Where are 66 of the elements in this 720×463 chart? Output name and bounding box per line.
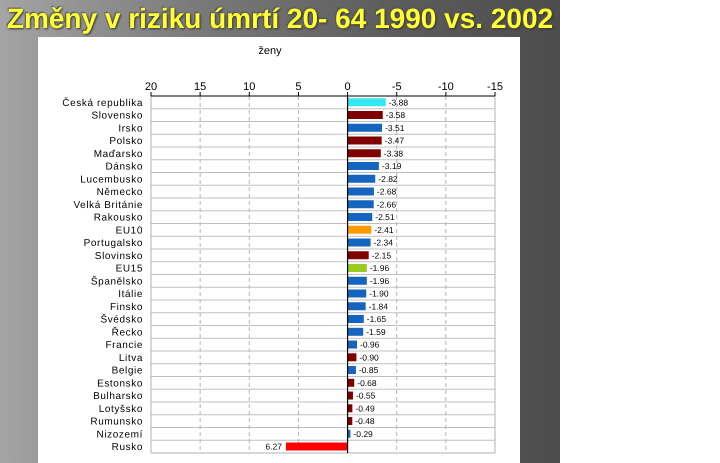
data-label: -2.34 <box>374 238 394 248</box>
y-tick-label: Lotyšsko <box>98 404 143 415</box>
y-tick-label: Litva <box>118 352 143 364</box>
y-tick-label: Slovensko <box>91 110 143 122</box>
y-tick-label: Španělsko <box>90 275 143 288</box>
data-label: -2.68 <box>376 186 397 197</box>
data-label: -1.96 <box>370 276 390 286</box>
y-tick-label: Irsko <box>118 123 143 134</box>
y-tick-label: EU15 <box>116 264 143 275</box>
data-label: -3.38 <box>384 148 404 158</box>
chart-subtitle: ženy <box>257 45 283 57</box>
y-tick-label: Finsko <box>110 302 143 313</box>
x-tick-label: -15 <box>487 81 503 93</box>
data-label: -2.66 <box>376 199 396 210</box>
x-tick-label: -10 <box>438 81 454 93</box>
y-tick-label: Belgie <box>112 366 143 377</box>
data-label: -1.84 <box>368 301 388 312</box>
y-tick-label: Polsko <box>109 136 143 148</box>
y-tick-label: Švédsko <box>100 314 143 326</box>
y-tick-label: Bulharsko <box>93 391 143 402</box>
y-tick-label: Slovinsko <box>94 250 143 262</box>
data-label: -2.82 <box>378 174 398 184</box>
data-label: -0.96 <box>360 340 380 350</box>
x-tick-label: 20 <box>144 81 158 93</box>
chart-title: Změny v riziku úmrtí 20- 64 1990 vs. 2002 <box>6 3 554 35</box>
y-tick-label: Rusko <box>112 442 143 454</box>
y-tick-label: Maďarsko <box>94 148 143 160</box>
y-tick-label: Lucembusko <box>80 174 143 186</box>
data-label: -0.48 <box>355 416 375 426</box>
data-label: -0.29 <box>353 428 374 439</box>
y-tick-label: Velká Británie <box>73 200 143 211</box>
y-tick-label: Rakousko <box>94 212 143 224</box>
data-label: -3.88 <box>388 97 408 108</box>
data-label: -0.55 <box>356 390 376 401</box>
data-label: -1.65 <box>366 314 386 324</box>
data-label: -2.51 <box>375 212 395 222</box>
data-label: -0.68 <box>357 378 377 388</box>
y-tick-label: Nizozemí <box>96 429 143 440</box>
data-label: -3.19 <box>382 161 402 172</box>
y-tick-label: Estonsko <box>97 378 143 390</box>
y-tick-label: Francie <box>105 340 143 352</box>
data-label: 6.27 <box>265 442 282 452</box>
y-tick-label: Německo <box>96 187 143 198</box>
y-tick-label: Itálie <box>118 289 143 300</box>
data-label: -0.85 <box>358 365 379 376</box>
data-label: -3.58 <box>386 110 406 120</box>
y-tick-label: Rumunsko <box>90 416 143 428</box>
y-tick-label: Dánsko <box>105 162 143 173</box>
x-tick-label: -5 <box>392 81 402 93</box>
y-tick-label: Řecko <box>112 326 143 338</box>
y-tick-label: EU10 <box>116 225 143 236</box>
x-tick-label: 0 <box>344 81 351 93</box>
data-label: -3.47 <box>384 136 404 146</box>
y-tick-label: Portugalsko <box>84 238 143 250</box>
x-tick-label: 10 <box>243 81 256 93</box>
data-label: -3.51 <box>385 122 405 133</box>
data-label: -0.90 <box>359 352 380 362</box>
data-label: -2.41 <box>374 224 394 235</box>
data-label: -1.59 <box>366 326 386 337</box>
y-tick-label: Česká republika <box>62 96 143 109</box>
x-tick-label: 15 <box>194 81 206 93</box>
data-label: -1.96 <box>370 263 390 274</box>
data-label: -2.15 <box>372 250 392 260</box>
data-label: -1.90 <box>369 288 389 299</box>
data-label: -0.49 <box>355 403 376 414</box>
x-tick-label: 5 <box>295 81 302 93</box>
